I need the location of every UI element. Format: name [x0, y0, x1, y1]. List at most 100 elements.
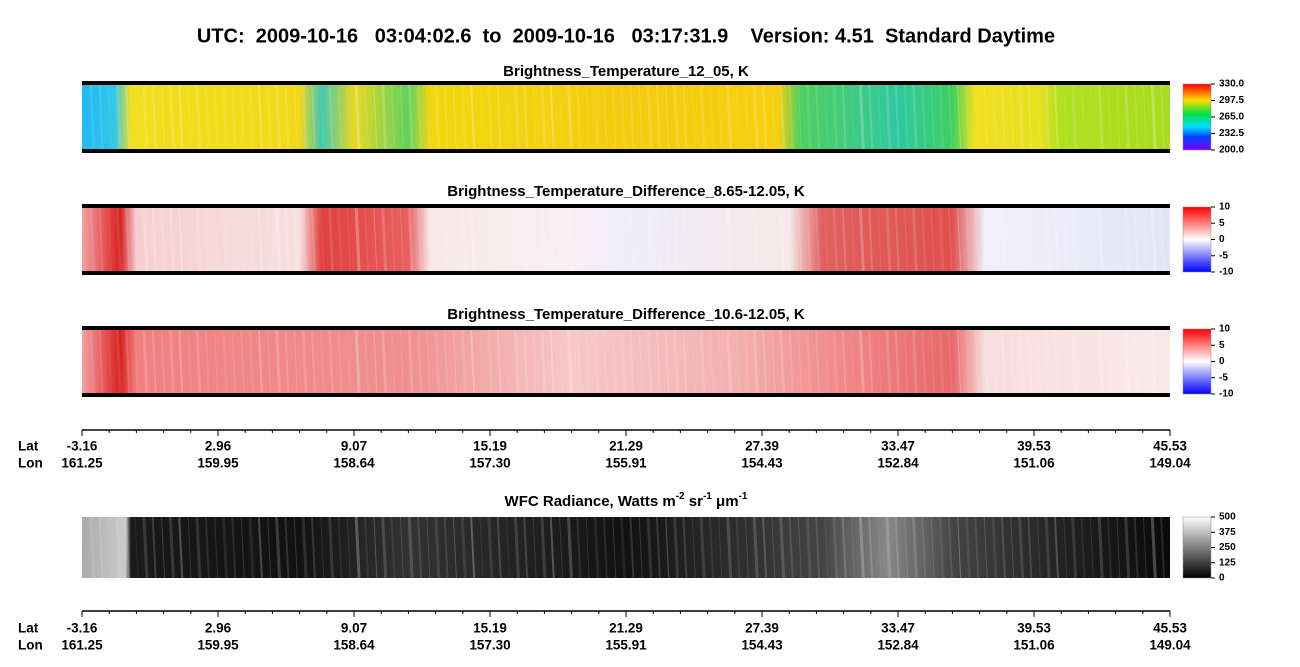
- texture: [691, 206, 696, 273]
- texture: [248, 83, 255, 151]
- texture: [168, 206, 175, 273]
- texture: [1133, 206, 1139, 273]
- texture: [523, 83, 529, 151]
- lon-title: Lon: [18, 456, 43, 471]
- lat-label: 33.47: [881, 439, 915, 454]
- texture: [142, 516, 149, 579]
- texture: [797, 83, 802, 151]
- texture: [585, 206, 590, 273]
- texture: [612, 206, 617, 273]
- texture: [682, 206, 688, 273]
- texture: [735, 206, 741, 273]
- colorbar-label: -5: [1219, 250, 1228, 261]
- texture: [1142, 206, 1147, 273]
- texture: [161, 83, 166, 151]
- strip-border: [82, 204, 1170, 208]
- texture: [1010, 83, 1015, 151]
- texture: [824, 206, 829, 273]
- texture: [1097, 328, 1104, 395]
- strip-border: [82, 271, 1170, 275]
- lat-label: 45.53: [1153, 439, 1187, 454]
- texture: [1150, 206, 1157, 273]
- texture: [168, 83, 175, 151]
- texture: [346, 206, 351, 273]
- texture: [187, 206, 192, 273]
- texture: [612, 516, 617, 579]
- texture: [602, 328, 608, 395]
- texture: [1150, 83, 1157, 151]
- title-part: μm: [712, 493, 739, 510]
- texture: [142, 328, 149, 395]
- texture: [1027, 328, 1033, 395]
- texture: [275, 206, 281, 273]
- texture: [470, 206, 476, 273]
- texture: [390, 516, 396, 579]
- texture: [496, 206, 502, 273]
- texture: [1116, 516, 1121, 579]
- texture: [108, 328, 112, 395]
- texture: [593, 206, 600, 273]
- texture: [1044, 516, 1051, 579]
- texture: [354, 83, 361, 151]
- texture: [646, 206, 653, 273]
- texture: [98, 206, 104, 273]
- texture: [381, 516, 388, 579]
- texture: [841, 206, 847, 273]
- texture: [779, 516, 786, 579]
- texture: [178, 206, 184, 273]
- texture: [957, 206, 962, 273]
- texture: [904, 206, 909, 273]
- texture: [204, 516, 210, 579]
- texture: [1063, 516, 1068, 579]
- texture: [1124, 516, 1131, 579]
- texture: [373, 83, 378, 151]
- texture: [779, 328, 786, 395]
- texture: [89, 206, 96, 273]
- texture: [1150, 206, 1157, 273]
- texture: [576, 83, 582, 151]
- lat-title: Lat: [18, 621, 39, 636]
- texture: [470, 83, 476, 151]
- texture: [1071, 206, 1078, 273]
- texture: [337, 516, 343, 579]
- texture: [178, 83, 184, 151]
- texture: [815, 83, 821, 151]
- lat-label: -3.16: [67, 439, 98, 454]
- texture: [337, 206, 343, 273]
- texture: [1036, 206, 1041, 273]
- texture: [1000, 328, 1006, 395]
- lat-label: 21.29: [609, 439, 643, 454]
- texture: [257, 516, 263, 579]
- texture: [841, 328, 847, 395]
- texture: [1160, 83, 1166, 151]
- texture: [858, 206, 865, 273]
- texture: [487, 206, 494, 273]
- texture: [762, 516, 767, 579]
- texture: [479, 83, 484, 151]
- texture: [178, 516, 184, 579]
- texture: [957, 516, 962, 579]
- texture: [646, 83, 653, 151]
- texture: [593, 328, 600, 395]
- texture: [301, 516, 308, 579]
- texture: [161, 516, 165, 579]
- texture: [373, 516, 378, 579]
- texture: [858, 328, 865, 395]
- texture: [364, 328, 369, 395]
- texture: [549, 516, 555, 579]
- panel-title: Brightness_Temperature_Difference_8.65-1…: [447, 183, 805, 200]
- texture: [1160, 206, 1166, 273]
- texture: [275, 328, 282, 395]
- strip-border: [82, 393, 1170, 397]
- texture: [222, 328, 228, 395]
- texture: [328, 516, 335, 579]
- texture: [89, 516, 96, 579]
- lon-label: 158.64: [333, 456, 375, 471]
- texture: [602, 516, 608, 579]
- texture: [115, 206, 122, 273]
- texture: [426, 516, 431, 579]
- texture: [1080, 516, 1086, 579]
- texture: [921, 83, 927, 151]
- texture: [957, 328, 962, 395]
